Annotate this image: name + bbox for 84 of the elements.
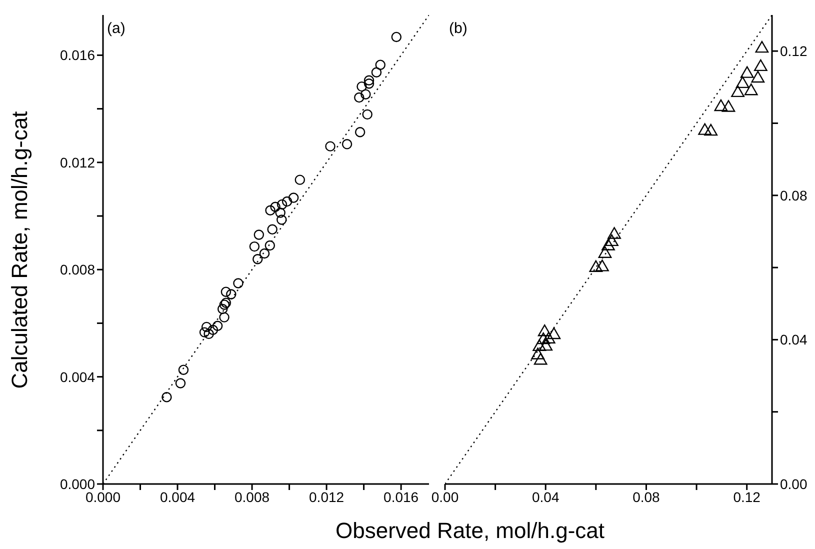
point [199, 327, 210, 338]
point [267, 224, 278, 235]
point [736, 76, 750, 88]
point [175, 378, 186, 388]
annotation: (a) [107, 20, 126, 37]
x-tick-label: 0.012 [309, 488, 344, 505]
point [259, 248, 270, 259]
point [536, 332, 550, 344]
point [219, 312, 230, 322]
x-tick-label: 0.04 [532, 488, 560, 505]
point [282, 196, 292, 207]
point [596, 260, 609, 272]
point [751, 70, 765, 83]
point [276, 199, 288, 210]
point [538, 324, 552, 336]
point [233, 278, 244, 288]
point [220, 286, 232, 297]
point [325, 141, 336, 152]
point [356, 81, 367, 92]
point [704, 124, 718, 136]
point [354, 92, 364, 103]
point [754, 59, 768, 72]
x-tick-label: 0.016 [384, 488, 419, 505]
point [217, 304, 228, 314]
x-tick-label: 0.008 [234, 488, 270, 505]
x-tick-label: 0.004 [160, 488, 196, 505]
point [265, 205, 276, 216]
point [249, 241, 260, 252]
point [714, 99, 728, 112]
point [270, 202, 280, 212]
y2-tick-label: 0.04 [780, 332, 808, 348]
point [204, 328, 214, 340]
point [364, 78, 374, 89]
point [264, 240, 276, 251]
point [542, 332, 556, 344]
point [740, 66, 754, 78]
point [547, 327, 561, 340]
x-axis-title: Observed Rate, mol/h.g-cat [335, 518, 605, 544]
y-axis-title: Calculated Rate, mol/h.g-cat [7, 111, 33, 389]
point [539, 338, 553, 351]
y2-tick-label: 0.12 [780, 43, 808, 60]
point [342, 139, 352, 150]
point [362, 109, 372, 120]
x-tick-label: 0.12 [733, 488, 761, 505]
point [744, 84, 758, 96]
point [162, 392, 172, 402]
point [375, 60, 386, 70]
point [731, 85, 744, 98]
point [371, 67, 382, 78]
point [602, 238, 615, 250]
point [722, 100, 736, 112]
point [275, 208, 286, 218]
point [605, 234, 618, 246]
point [391, 32, 402, 42]
point [598, 246, 612, 258]
point [532, 339, 546, 352]
point [755, 40, 769, 53]
annotation: (b) [449, 20, 468, 37]
point [208, 324, 218, 336]
y-tick-label: 0.016 [60, 47, 96, 64]
point [534, 353, 548, 365]
y-tick-label: 0.008 [60, 262, 96, 278]
x-tick-label: 0.08 [632, 488, 660, 505]
point [698, 123, 712, 135]
y-tick-label: 0.012 [60, 154, 96, 170]
point [254, 230, 264, 240]
point [212, 320, 223, 331]
point [226, 289, 236, 300]
point [360, 89, 371, 100]
y-tick-label: 0.004 [60, 368, 96, 385]
x-tick-label: 0.00 [431, 488, 459, 505]
point [531, 348, 544, 360]
point [354, 127, 366, 138]
point [201, 322, 212, 332]
point [294, 174, 306, 185]
point [288, 192, 299, 203]
point [608, 227, 621, 239]
point [589, 260, 603, 272]
point [178, 364, 189, 375]
point [364, 75, 374, 86]
point [276, 214, 287, 225]
y2-tick-label: 0.08 [780, 187, 808, 204]
point [252, 254, 263, 264]
y2-tick-label: 0.00 [780, 476, 808, 492]
